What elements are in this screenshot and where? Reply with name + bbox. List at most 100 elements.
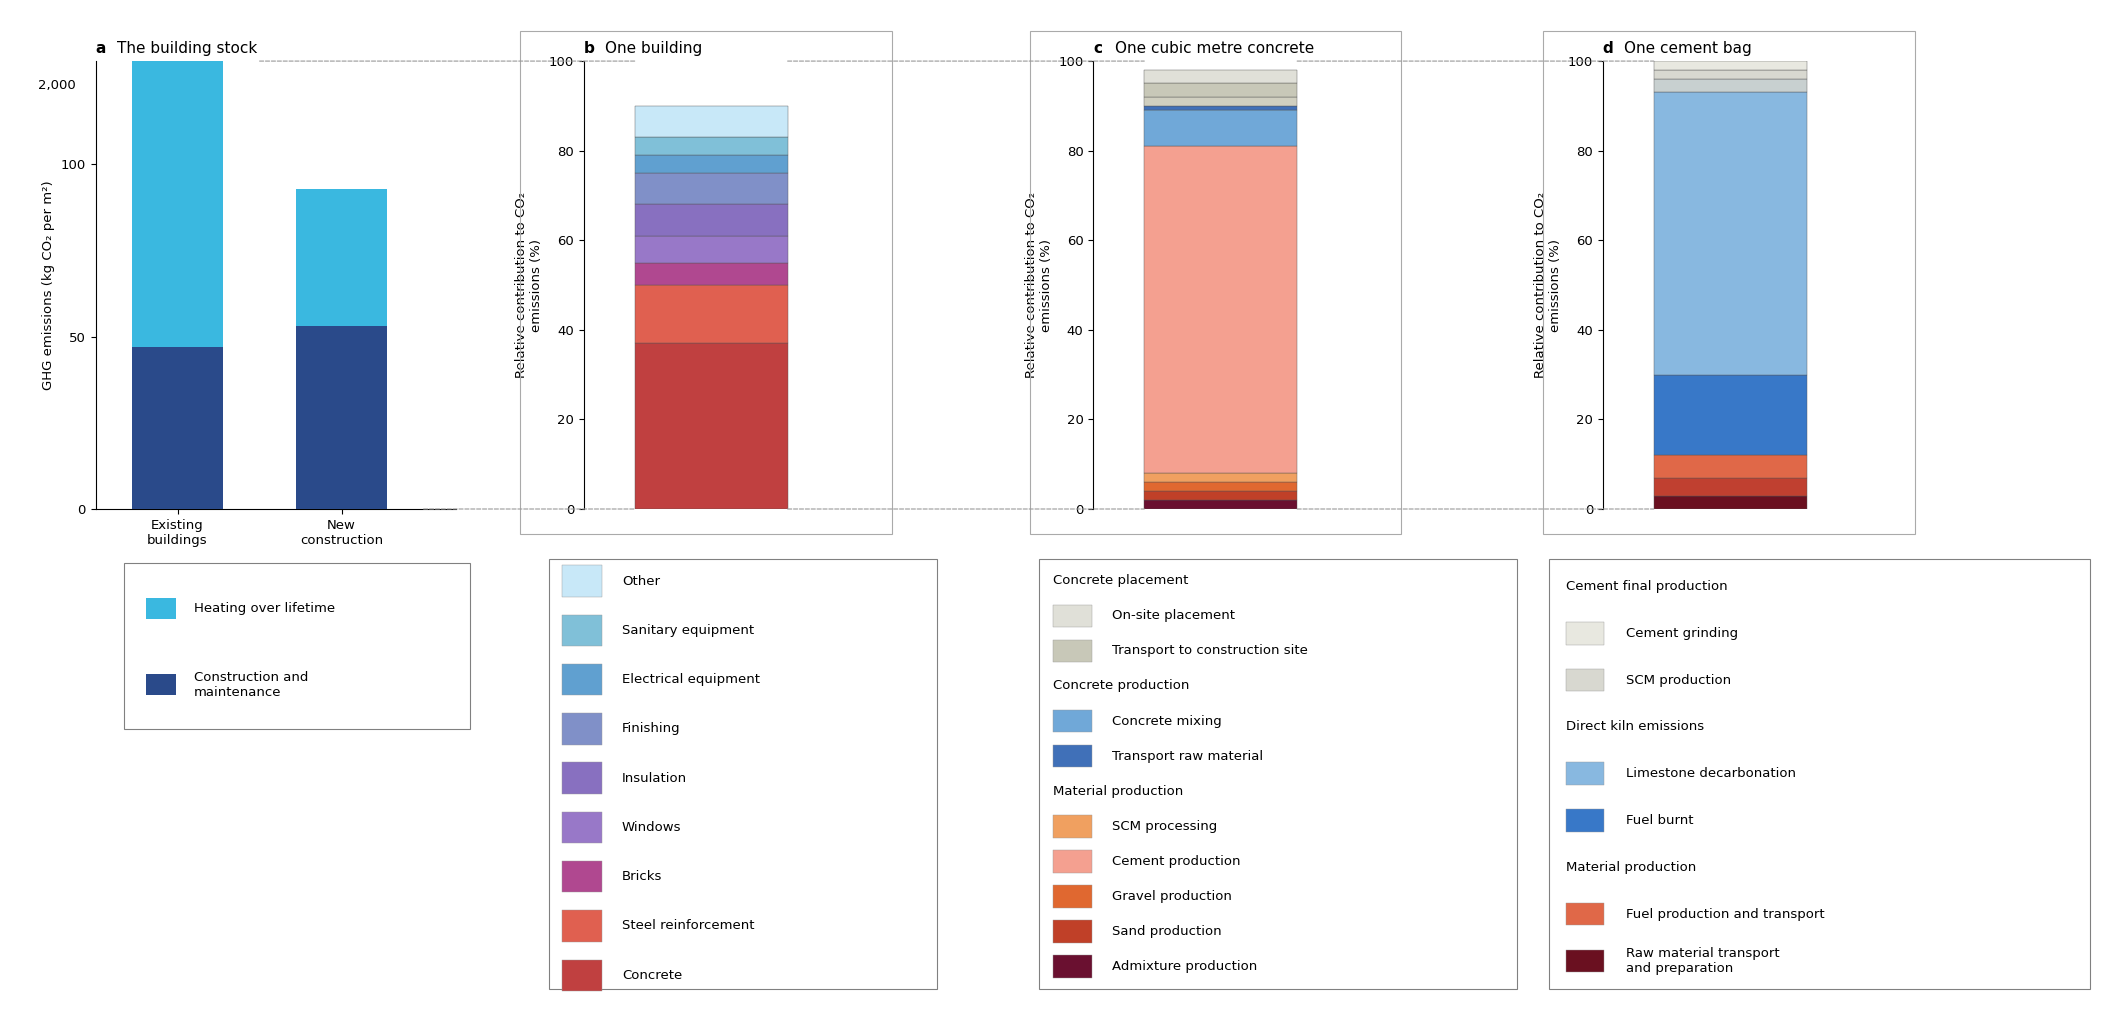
FancyBboxPatch shape [1565, 669, 1605, 691]
FancyBboxPatch shape [1053, 956, 1093, 978]
Text: Concrete mixing: Concrete mixing [1112, 715, 1221, 728]
FancyBboxPatch shape [1565, 622, 1605, 644]
Bar [635, 263, 788, 285]
Bar [1144, 473, 1297, 483]
Text: Electrical equipment: Electrical equipment [622, 673, 760, 686]
Text: b: b [584, 41, 594, 56]
Bar [1144, 147, 1297, 473]
FancyBboxPatch shape [1565, 762, 1605, 785]
FancyBboxPatch shape [1565, 950, 1605, 972]
Text: Other: Other [622, 574, 660, 587]
FancyBboxPatch shape [1565, 903, 1605, 925]
FancyBboxPatch shape [560, 714, 603, 744]
Y-axis label: Relative contribution to CO₂
emissions (%): Relative contribution to CO₂ emissions (… [1535, 192, 1563, 378]
Bar [1144, 500, 1297, 509]
Text: Raw material transport
and preparation: Raw material transport and preparation [1626, 947, 1779, 975]
Text: The building stock: The building stock [117, 41, 257, 56]
Text: Direct kiln emissions: Direct kiln emissions [1565, 721, 1703, 733]
Bar [1144, 106, 1297, 110]
FancyBboxPatch shape [560, 565, 603, 597]
Bar [1654, 70, 1807, 79]
Bar [635, 173, 788, 205]
Text: On-site placement: On-site placement [1112, 610, 1236, 622]
Text: Gravel production: Gravel production [1112, 890, 1231, 903]
Bar [1654, 375, 1807, 455]
FancyBboxPatch shape [1053, 745, 1093, 768]
Text: One cement bag: One cement bag [1624, 41, 1751, 56]
Text: Construction and
maintenance: Construction and maintenance [193, 671, 308, 698]
Bar [1654, 79, 1807, 93]
FancyBboxPatch shape [1565, 809, 1605, 832]
FancyBboxPatch shape [560, 762, 603, 794]
Bar [132, 61, 223, 347]
Text: Concrete: Concrete [622, 969, 681, 981]
Text: Cement final production: Cement final production [1565, 580, 1728, 593]
Text: Admixture production: Admixture production [1112, 960, 1257, 973]
Text: Concrete production: Concrete production [1053, 679, 1189, 692]
Text: Bricks: Bricks [622, 870, 662, 884]
Text: Fuel burnt: Fuel burnt [1626, 814, 1694, 827]
Bar [1144, 70, 1297, 83]
Text: One building: One building [605, 41, 703, 56]
Text: Steel reinforcement: Steel reinforcement [622, 919, 754, 932]
FancyBboxPatch shape [560, 910, 603, 942]
Text: d: d [1603, 41, 1613, 56]
Text: Transport raw material: Transport raw material [1112, 749, 1263, 762]
Text: SCM processing: SCM processing [1112, 819, 1216, 833]
FancyBboxPatch shape [146, 674, 176, 695]
Bar [635, 343, 788, 509]
Y-axis label: GHG emissions (kg CO₂ per m²): GHG emissions (kg CO₂ per m²) [42, 180, 55, 390]
FancyBboxPatch shape [560, 861, 603, 893]
Bar [1654, 477, 1807, 496]
FancyBboxPatch shape [1053, 710, 1093, 732]
Text: Insulation: Insulation [622, 772, 688, 785]
Bar [635, 236, 788, 263]
Text: Limestone decarbonation: Limestone decarbonation [1626, 768, 1796, 780]
Text: Sanitary equipment: Sanitary equipment [622, 624, 754, 637]
Bar [1654, 61, 1807, 70]
Bar [1144, 110, 1297, 147]
Text: Material production: Material production [1565, 861, 1696, 873]
Text: One cubic metre concrete: One cubic metre concrete [1115, 41, 1314, 56]
Bar [1654, 93, 1807, 375]
Text: a: a [96, 41, 106, 56]
FancyBboxPatch shape [550, 559, 936, 988]
FancyBboxPatch shape [1053, 639, 1093, 662]
Text: Finishing: Finishing [622, 723, 681, 735]
FancyBboxPatch shape [123, 563, 471, 730]
Text: Material production: Material production [1053, 785, 1185, 798]
FancyBboxPatch shape [1038, 559, 1518, 988]
FancyBboxPatch shape [560, 664, 603, 695]
Bar [635, 285, 788, 343]
FancyBboxPatch shape [1053, 850, 1093, 872]
Bar [1654, 496, 1807, 509]
Text: Cement production: Cement production [1112, 855, 1240, 868]
Y-axis label: Relative contribution to CO₂
emissions (%): Relative contribution to CO₂ emissions (… [516, 192, 543, 378]
Text: 2,000: 2,000 [38, 79, 76, 92]
Text: Windows: Windows [622, 821, 681, 834]
FancyBboxPatch shape [1053, 605, 1093, 627]
FancyBboxPatch shape [1053, 920, 1093, 943]
Text: Concrete placement: Concrete placement [1053, 574, 1189, 587]
FancyBboxPatch shape [1550, 559, 2089, 988]
FancyBboxPatch shape [560, 811, 603, 843]
Bar [635, 137, 788, 155]
Bar [1144, 83, 1297, 97]
Text: SCM production: SCM production [1626, 674, 1732, 686]
Bar [297, 327, 386, 509]
Bar [1144, 491, 1297, 500]
Text: Transport to construction site: Transport to construction site [1112, 644, 1308, 658]
Text: Fuel production and transport: Fuel production and transport [1626, 907, 1826, 920]
Bar [297, 188, 386, 327]
Text: Cement grinding: Cement grinding [1626, 627, 1739, 640]
Bar [635, 106, 788, 137]
FancyBboxPatch shape [1053, 886, 1093, 908]
Bar [1144, 97, 1297, 106]
Y-axis label: Relative contribution to CO₂
emissions (%): Relative contribution to CO₂ emissions (… [1025, 192, 1053, 378]
Text: c: c [1093, 41, 1102, 56]
FancyBboxPatch shape [1053, 815, 1093, 838]
Bar [635, 205, 788, 236]
FancyBboxPatch shape [560, 960, 603, 991]
FancyBboxPatch shape [146, 598, 176, 619]
Text: Heating over lifetime: Heating over lifetime [193, 602, 335, 615]
